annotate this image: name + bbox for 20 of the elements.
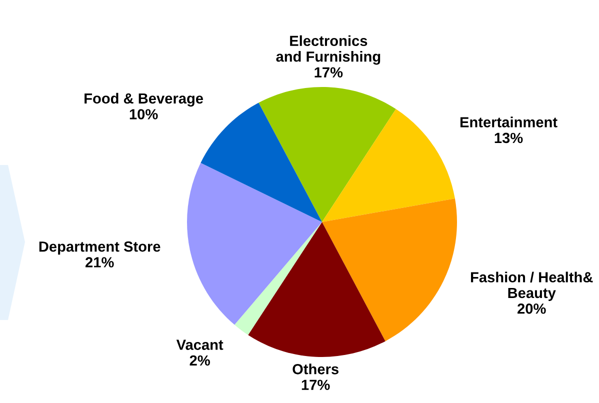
slice-label: Department Store <box>39 241 160 255</box>
data-label: 20% <box>518 303 546 314</box>
data-label: 17% <box>302 380 330 390</box>
pie-slice <box>187 162 322 325</box>
data-label: 2% <box>190 355 210 366</box>
data-label: 17% <box>314 67 343 78</box>
data-label: 13% <box>494 132 523 144</box>
pie-slice <box>322 109 455 222</box>
pie-slice <box>234 222 322 335</box>
data-label: 21% <box>86 257 114 268</box>
slice-label: Electronics and Furnishing <box>276 35 380 65</box>
slice-label: Fashion / Health& Beauty <box>471 272 593 301</box>
pie-slice <box>258 87 396 222</box>
pie-slice <box>248 222 386 357</box>
data-label: 10% <box>130 109 158 120</box>
slice-label: Food & Beverage <box>84 92 204 107</box>
pie-slice <box>322 198 457 342</box>
slice-label: Others <box>292 364 338 374</box>
slice-label: Vacant <box>176 340 224 350</box>
slice-label: Entertainment <box>460 116 558 128</box>
